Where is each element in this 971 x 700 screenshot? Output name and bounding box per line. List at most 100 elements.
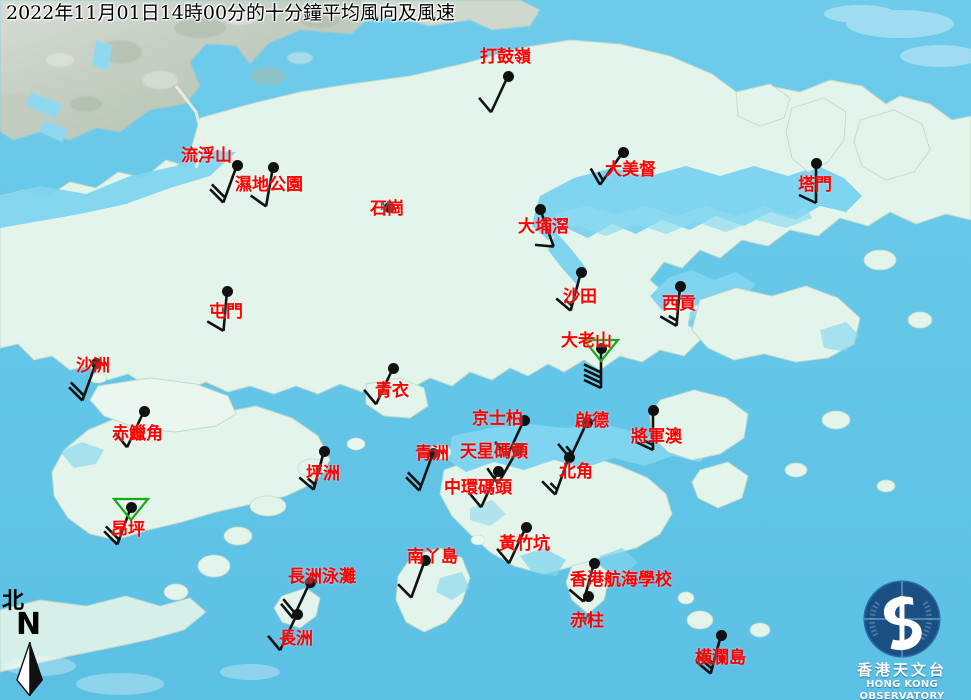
wind-barb-icon [555,271,583,312]
wind-barb-icon [541,456,571,496]
station-label: 黃竹坑 [499,534,550,554]
station-label: 將軍澳 [631,427,682,447]
wind-barb-icon [468,470,500,509]
station-dot [221,285,233,297]
wind-barb-icon [496,526,528,565]
station-label: 中環碼頭 [444,478,512,498]
station-dot [291,608,303,620]
wind-barb-icon [695,634,723,675]
hko-emblem-icon [863,580,941,658]
wind-barb-icon [581,338,621,390]
station-dot [502,70,514,82]
station-dot [383,201,395,213]
missing-data-marker: M [380,198,391,213]
station-dot [674,280,686,292]
station-label: 濕地公園 [235,175,303,195]
station-dot [512,443,524,455]
wind-barb-icon [405,452,435,492]
station-label: 青洲 [415,444,449,464]
station-dot [231,159,243,171]
station-dot [318,445,330,457]
compass-label-north-cn: 北 [2,588,25,614]
station-dot [581,416,593,428]
gust-marker-icon [111,497,151,522]
missing-data-marker: M [580,610,591,625]
logo-name-cn: 香港天文台 [856,661,947,679]
station-dot [810,157,822,169]
station-label: 打鼓嶺 [480,47,531,67]
wind-barb-icon [68,362,98,402]
logo-name-en: HONG KONG OBSERVATORY [859,679,945,700]
wind-barb-icon [659,285,682,327]
station-label: 南丫島 [407,547,458,567]
station-label: 西貢 [662,294,696,314]
station-dot [492,465,504,477]
wind-barb-icon [486,448,520,485]
station-dot [387,362,399,374]
station-label: 京士柏 [472,409,523,429]
station-dot [125,501,137,513]
compass-label-north-en: N [16,607,42,642]
wind-barb-icon [534,208,555,248]
station-label: 北角 [559,462,593,482]
station-label: 香港航海學校 [570,570,672,590]
station-dot [90,357,102,369]
station-dot [138,405,150,417]
wind-barb-icon [267,613,299,652]
station-label: 大美督 [605,160,656,180]
station-dot [715,629,727,641]
station-label: 屯門 [209,302,243,322]
station-dot [267,161,279,173]
gust-marker-icon [581,338,621,363]
station-dot [595,342,607,354]
station-label: 大埔滘 [518,217,569,237]
wind-barb-icon [103,497,151,546]
station-label: 青衣 [375,381,409,401]
station-dot [563,451,575,463]
compass-rose: 北 N [2,590,64,698]
station-label: 沙田 [563,287,597,307]
station-dot [427,447,439,459]
station-label: 沙洲 [76,356,110,376]
station-label: 大老山 [561,331,612,351]
wind-barb-icon [635,410,655,452]
station-label: 横瀾島 [695,648,746,668]
station-label: 赤柱 [570,611,604,631]
compass-needle-icon [16,642,43,696]
station-dot [588,557,600,569]
station-label: 流浮山 [181,146,232,166]
station-label: 塔門 [798,175,832,195]
page-title: 2022年11月01日14時00分的十分鐘平均風向及風速 [6,2,456,24]
station-label: 昂坪 [111,520,145,540]
wind-barb-icon [249,166,275,208]
wind-barb-icon [589,151,625,186]
station-dot [520,521,532,533]
station-dot [647,404,659,416]
wind-barb-icon [114,410,146,449]
station-dot [617,146,629,158]
station-label: 石崗 [370,199,404,219]
station-dot [582,590,594,602]
wind-barb-icon [363,367,395,406]
wind-barb-icon [494,419,526,458]
wind-barb-icon [209,164,239,204]
wind-barb-icon [298,450,326,491]
hko-logo: 香港天文台 HONG KONG OBSERVATORY [838,578,966,700]
station-label: 長洲泳灘 [288,567,356,587]
station-label: 赤鱲角 [112,424,163,444]
station-dot [518,414,530,426]
wind-barb-icon [798,163,818,205]
wind-barb-icon [206,290,229,332]
station-dot [304,576,316,588]
station-dot [534,203,546,215]
station-label: 坪洲 [306,464,340,484]
station-label: 長洲 [279,629,313,649]
wind-barb-icon [478,75,510,114]
station-label: 啟德 [575,411,609,431]
station-label: 天星碼頭 [460,442,528,462]
wind-barb-icon [397,559,427,599]
station-dot [419,554,431,566]
station-dot [575,266,587,278]
